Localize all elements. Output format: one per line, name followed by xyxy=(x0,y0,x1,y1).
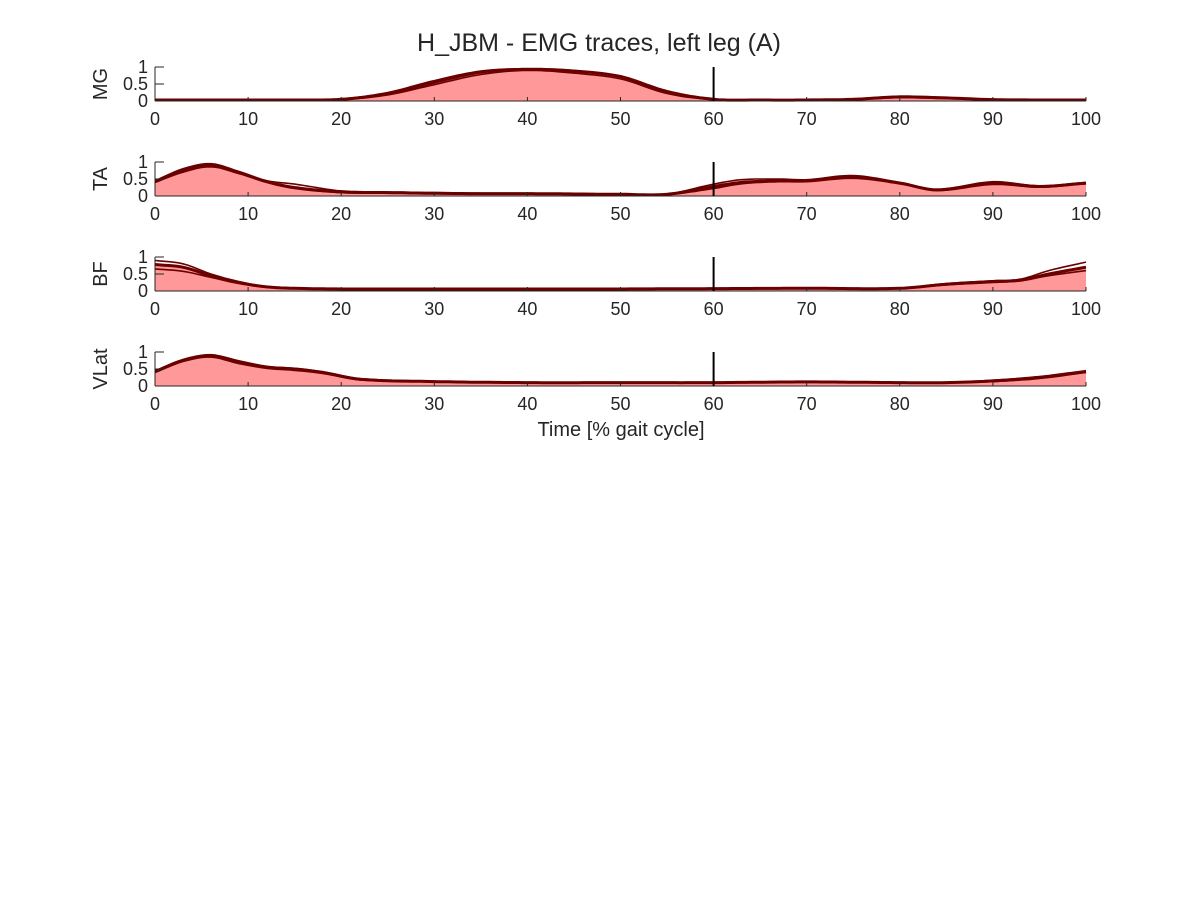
x-tick-label-mg-100: 100 xyxy=(1071,109,1101,129)
x-tick-label-ta-10: 10 xyxy=(238,204,258,224)
x-tick-label-mg-50: 50 xyxy=(610,109,630,129)
x-tick-label-mg-40: 40 xyxy=(517,109,537,129)
x-tick-label-vlat-0: 0 xyxy=(150,394,160,414)
x-tick-label-ta-90: 90 xyxy=(983,204,1003,224)
x-tick-label-ta-80: 80 xyxy=(890,204,910,224)
y-tick-label-mg-1: 0.5 xyxy=(123,74,148,94)
y-tick-label-bf-1: 0.5 xyxy=(123,264,148,284)
area-fill-ta xyxy=(155,165,1086,196)
x-tick-label-bf-50: 50 xyxy=(610,299,630,319)
x-tick-label-bf-70: 70 xyxy=(797,299,817,319)
y-tick-label-mg-0: 0 xyxy=(138,91,148,111)
y-tick-label-vlat-2: 1 xyxy=(138,342,148,362)
y-tick-label-ta-1: 0.5 xyxy=(123,169,148,189)
x-tick-label-vlat-50: 50 xyxy=(610,394,630,414)
x-tick-label-bf-90: 90 xyxy=(983,299,1003,319)
area-fill-mg xyxy=(155,69,1086,101)
x-tick-label-ta-0: 0 xyxy=(150,204,160,224)
trace-mg-3 xyxy=(155,69,1086,102)
x-tick-label-bf-30: 30 xyxy=(424,299,444,319)
x-tick-label-vlat-20: 20 xyxy=(331,394,351,414)
y-tick-label-vlat-0: 0 xyxy=(138,376,148,396)
x-tick-label-ta-60: 60 xyxy=(704,204,724,224)
y-axis-label-bf: BF xyxy=(90,261,112,287)
x-tick-label-bf-100: 100 xyxy=(1071,299,1101,319)
x-tick-label-ta-40: 40 xyxy=(517,204,537,224)
x-tick-label-bf-10: 10 xyxy=(238,299,258,319)
x-tick-label-vlat-80: 80 xyxy=(890,394,910,414)
y-tick-label-bf-2: 1 xyxy=(138,247,148,267)
x-tick-label-bf-60: 60 xyxy=(704,299,724,319)
panel-vlat: 0 10 20 30 40 50 60 70 80 90 100 00.51 VLat xyxy=(90,342,1101,414)
x-tick-label-bf-20: 20 xyxy=(331,299,351,319)
x-tick-label-vlat-60: 60 xyxy=(704,394,724,414)
x-tick-label-mg-80: 80 xyxy=(890,109,910,129)
x-tick-label-bf-0: 0 xyxy=(150,299,160,319)
panel-bf: 0 10 20 30 40 50 60 70 80 90 100 00.51 BF xyxy=(90,247,1101,319)
y-tick-label-bf-0: 0 xyxy=(138,281,148,301)
figure-title: H_JBM - EMG traces, left leg (A) xyxy=(417,29,781,57)
x-tick-label-mg-30: 30 xyxy=(424,109,444,129)
x-tick-label-vlat-70: 70 xyxy=(797,394,817,414)
x-tick-label-vlat-40: 40 xyxy=(517,394,537,414)
x-tick-label-bf-40: 40 xyxy=(517,299,537,319)
x-tick-label-mg-70: 70 xyxy=(797,109,817,129)
x-tick-label-ta-70: 70 xyxy=(797,204,817,224)
x-tick-label-mg-60: 60 xyxy=(704,109,724,129)
x-tick-label-ta-50: 50 xyxy=(610,204,630,224)
x-tick-label-ta-30: 30 xyxy=(424,204,444,224)
y-tick-label-ta-2: 1 xyxy=(138,152,148,172)
x-tick-label-mg-90: 90 xyxy=(983,109,1003,129)
x-tick-label-mg-0: 0 xyxy=(150,109,160,129)
x-tick-label-mg-10: 10 xyxy=(238,109,258,129)
panel-mg: 0 10 20 30 40 50 60 70 80 90 100 00.51 MG xyxy=(90,57,1101,129)
x-tick-label-vlat-100: 100 xyxy=(1071,394,1101,414)
x-tick-label-mg-20: 20 xyxy=(331,109,351,129)
panel-ta: 0 10 20 30 40 50 60 70 80 90 100 00.51 TA xyxy=(90,152,1101,224)
x-tick-label-vlat-10: 10 xyxy=(238,394,258,414)
x-tick-label-ta-100: 100 xyxy=(1071,204,1101,224)
y-axis-label-mg: MG xyxy=(90,68,112,100)
x-tick-label-vlat-30: 30 xyxy=(424,394,444,414)
x-tick-label-ta-20: 20 xyxy=(331,204,351,224)
x-axis-label: Time [% gait cycle] xyxy=(537,419,704,441)
y-tick-label-vlat-1: 0.5 xyxy=(123,359,148,379)
y-tick-label-ta-0: 0 xyxy=(138,186,148,206)
y-tick-label-mg-2: 1 xyxy=(138,57,148,77)
x-tick-label-vlat-90: 90 xyxy=(983,394,1003,414)
y-axis-label-ta: TA xyxy=(90,166,112,191)
x-tick-label-bf-80: 80 xyxy=(890,299,910,319)
y-axis-label-vlat: VLat xyxy=(90,348,112,390)
